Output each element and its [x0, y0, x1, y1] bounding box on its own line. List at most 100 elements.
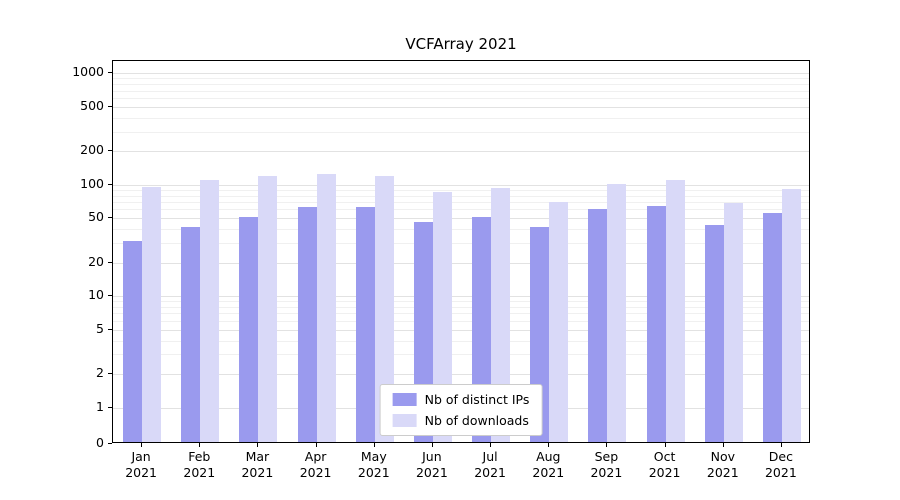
y-tick-label: 100: [80, 175, 104, 191]
y-tick-label: 20: [88, 253, 104, 269]
gridline: [113, 98, 809, 99]
gridline: [113, 78, 809, 80]
x-tick-label: Nov 2021: [706, 449, 739, 481]
y-tick-label: 500: [80, 97, 104, 113]
bar-distinct-ips-dec: [762, 212, 782, 442]
x-tick-mark: [548, 443, 550, 447]
x-tick-mark: [606, 443, 608, 447]
x-tick-mark: [780, 443, 782, 447]
y-tick-label: 1: [96, 398, 104, 414]
gridline: [113, 117, 809, 119]
y-tick-mark: [108, 105, 112, 107]
x-tick-label: Jun 2021: [415, 449, 448, 481]
bar-downloads-aug: [549, 202, 569, 442]
gridline: [113, 218, 809, 220]
x-tick-label: Oct 2021: [648, 449, 681, 481]
bar-distinct-ips-nov: [704, 224, 724, 442]
gridline: [113, 313, 809, 315]
gridline: [113, 90, 809, 92]
chart-title: VCFArray 2021: [405, 35, 517, 53]
x-tick-label: May 2021: [357, 449, 390, 481]
plot-area: Nb of distinct IPs Nb of downloads: [112, 60, 810, 443]
bar-downloads-sep: [607, 184, 627, 442]
gridline: [113, 209, 809, 211]
x-tick-mark: [722, 443, 724, 447]
x-tick-mark: [490, 443, 492, 447]
y-tick-mark: [108, 406, 112, 408]
gridline: [113, 320, 809, 322]
gridline: [113, 301, 809, 303]
bar-downloads-jan: [142, 186, 162, 442]
bar-distinct-ips-apr: [297, 207, 317, 442]
bar-downloads-dec: [781, 189, 801, 442]
gridline: [113, 329, 809, 331]
bar-distinct-ips-feb: [181, 227, 201, 442]
x-tick-mark: [373, 443, 375, 447]
x-tick-label: Dec 2021: [764, 449, 797, 481]
x-tick-label: Apr 2021: [299, 449, 332, 481]
gridline: [113, 307, 809, 308]
bar-distinct-ips-jan: [123, 241, 143, 442]
y-tick-label: 200: [80, 142, 104, 158]
bar-downloads-jul: [491, 187, 511, 442]
gridline: [113, 243, 809, 244]
legend-swatch-downloads: [392, 414, 417, 427]
legend-item-downloads: Nb of downloads: [392, 413, 530, 428]
gridline: [113, 354, 809, 356]
bar-downloads-mar: [258, 175, 278, 442]
y-tick-label: 50: [88, 209, 104, 225]
bar-downloads-may: [374, 175, 394, 442]
bar-downloads-oct: [665, 180, 685, 442]
bar-distinct-ips-oct: [646, 205, 666, 442]
y-tick-mark: [108, 373, 112, 375]
gridline: [113, 151, 809, 153]
bar-downloads-apr: [316, 173, 336, 442]
bar-downloads-jun: [432, 191, 452, 442]
legend: Nb of distinct IPs Nb of downloads: [379, 384, 543, 436]
gridline: [113, 73, 809, 75]
x-tick-label: Jul 2021: [474, 449, 506, 481]
x-tick-mark: [141, 443, 143, 447]
gridline: [113, 131, 809, 133]
gridline: [113, 296, 809, 298]
y-tick-mark: [108, 72, 112, 74]
legend-item-distinct-ips: Nb of distinct IPs: [392, 392, 530, 407]
y-tick-label: 10: [88, 287, 104, 303]
legend-swatch-distinct-ips: [392, 393, 417, 406]
x-tick-label: Jan 2021: [125, 449, 157, 481]
gridline: [113, 106, 809, 108]
x-tick-mark: [199, 443, 201, 447]
y-tick-mark: [108, 328, 112, 330]
x-tick-mark: [664, 443, 666, 447]
gridline: [113, 340, 809, 342]
gridline: [113, 189, 809, 191]
y-tick-mark: [108, 183, 112, 185]
gridline: [113, 229, 809, 231]
gridline: [113, 184, 809, 186]
x-tick-mark: [315, 443, 317, 447]
gridline: [113, 374, 809, 376]
bar-distinct-ips-mar: [239, 217, 259, 442]
bar-distinct-ips-sep: [588, 209, 608, 442]
y-tick-label: 1000: [72, 64, 104, 80]
x-tick-label: Aug 2021: [532, 449, 565, 481]
gridline: [113, 195, 809, 197]
y-tick-label: 5: [96, 320, 104, 336]
y-tick-label: 2: [96, 365, 104, 381]
gridline: [113, 84, 809, 86]
bar-downloads-nov: [723, 202, 743, 442]
gridline: [113, 202, 809, 203]
y-tick-mark: [108, 261, 112, 263]
gridline: [113, 262, 809, 264]
bar-downloads-feb: [200, 180, 220, 442]
x-tick-mark: [257, 443, 259, 447]
x-tick-label: Sep 2021: [590, 449, 623, 481]
y-tick-mark: [108, 217, 112, 219]
x-tick-label: Feb 2021: [183, 449, 216, 481]
x-tick-mark: [431, 443, 433, 447]
legend-label-downloads: Nb of downloads: [424, 413, 529, 428]
x-tick-label: Mar 2021: [241, 449, 274, 481]
bar-distinct-ips-may: [355, 207, 375, 442]
legend-label-distinct-ips: Nb of distinct IPs: [424, 392, 530, 407]
